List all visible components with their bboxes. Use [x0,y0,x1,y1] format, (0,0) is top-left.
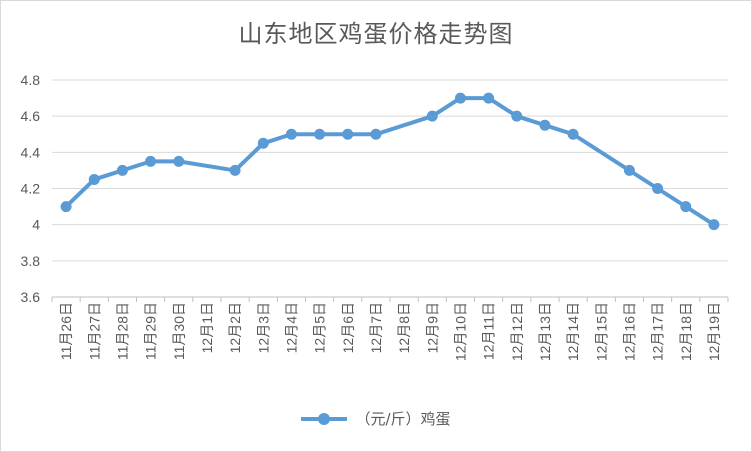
data-point [116,164,128,176]
series-line [64,96,716,227]
data-point [539,119,551,131]
data-point [426,110,438,122]
x-tick-label: 12月15日 [593,302,609,361]
x-tick-label: 12月13日 [537,302,553,361]
x-tick-label: 12月19日 [706,302,722,361]
data-point [511,110,523,122]
x-tick-label: 11月26日 [58,302,74,360]
y-tick-label: 3.6 [21,289,41,305]
legend-label: （元/斤）鸡蛋 [355,410,451,428]
data-point [708,219,720,231]
data-point [370,128,382,140]
x-tick-label: 12月2日 [227,302,243,353]
x-tick-label: 12月10日 [452,302,468,361]
y-tick-label: 4.6 [21,108,41,124]
x-tick-label: 11月28日 [114,302,130,360]
x-tick-label: 12月7日 [368,302,384,353]
data-point [285,128,297,140]
data-point [342,128,354,140]
data-point [145,155,157,167]
y-axis-tick-labels: 3.6 3.8 4 4.2 4.4 4.6 4.8 [21,72,41,305]
x-tick-label: 11月30日 [171,302,187,360]
x-tick-label: 12月4日 [283,302,299,353]
y-tick-label: 4.4 [21,144,41,160]
x-tick-label: 12月9日 [424,302,440,353]
x-tick-label: 12月16日 [621,302,637,361]
x-tick-label: 12月14日 [565,302,581,361]
data-point [314,128,326,140]
data-point [483,92,495,104]
y-tick-label: 4.8 [21,72,41,88]
y-tick-label: 3.8 [21,253,41,269]
data-point [173,155,185,167]
x-axis [51,296,729,302]
x-tick-label: 12月5日 [312,302,328,353]
legend: （元/斤）鸡蛋 [0,408,752,429]
y-tick-label: 4 [32,217,40,233]
x-tick-label: 12月3日 [255,302,271,353]
chart-title: 山东地区鸡蛋价格走势图 [238,20,514,48]
data-point [88,173,100,185]
x-tick-label: 12月11日 [481,302,497,360]
x-tick-label: 11月29日 [143,302,159,360]
x-tick-label: 11月27日 [86,302,102,360]
x-tick-label: 12月6日 [340,302,356,353]
data-point [229,164,241,176]
series-layer [60,92,720,231]
x-tick-label: 12月17日 [650,302,666,361]
x-axis-tick-labels: 11月26日 11月27日 11月28日 11月29日 11月30日 12月1日 12月2日… [58,302,722,361]
data-point [257,137,269,149]
x-tick-label: 12月1日 [199,302,215,353]
data-point [454,92,466,104]
data-point [680,201,692,213]
data-point [652,183,664,194]
x-tick-label: 12月12日 [509,302,525,361]
data-point [60,201,72,213]
x-tick-label: 12月18日 [678,302,694,361]
data-point [567,128,579,140]
data-point [623,164,635,176]
legend-line-marker-icon [301,412,348,425]
x-tick-label: 12月8日 [396,302,412,353]
y-tick-label: 4.2 [21,181,41,197]
gridlines [52,79,728,298]
